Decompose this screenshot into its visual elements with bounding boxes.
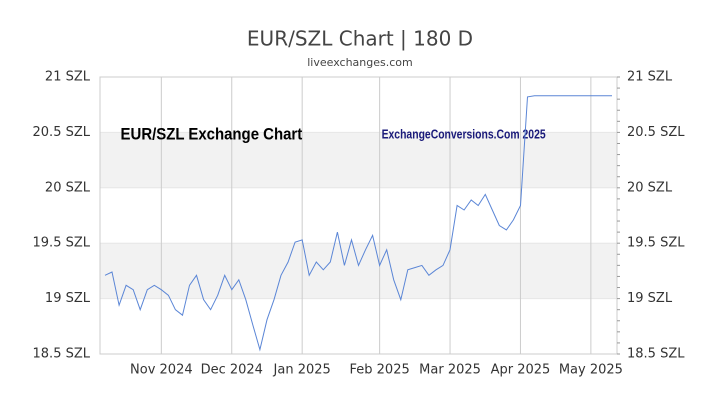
x-tick-label: Nov 2024	[130, 363, 193, 378]
y-tick-label: 18.5 SZL	[33, 347, 91, 362]
x-tick-label: Feb 2025	[350, 363, 410, 378]
annotation: ExchangeConversions.Com 2025	[382, 127, 546, 141]
grid-band	[100, 243, 617, 299]
x-tick-label: Dec 2024	[201, 363, 263, 378]
x-tick-label: May 2025	[559, 363, 623, 378]
y-tick-label: 19.5 SZL	[33, 236, 91, 251]
y-tick-label: 20 SZL	[45, 180, 91, 195]
chart-title: EUR/SZL Chart | 180 D	[247, 27, 473, 51]
y-tick-label: 21 SZL	[45, 70, 91, 85]
grid-band	[100, 132, 617, 188]
y-tick-label: 21 SZL	[627, 70, 673, 85]
x-tick-label: Apr 2025	[491, 363, 551, 378]
x-tick-label: Jan 2025	[273, 363, 331, 378]
plot-frame	[99, 76, 618, 355]
y-tick-label: 19 SZL	[45, 291, 91, 306]
y-tick-label: 20 SZL	[627, 180, 673, 195]
data-line	[104, 95, 612, 352]
y-tick-label: 19.5 SZL	[627, 236, 685, 251]
y-tick-label: 20.5 SZL	[33, 125, 91, 140]
x-tick-label: Mar 2025	[419, 363, 481, 378]
chart-subtitle: liveexchanges.com	[307, 56, 412, 69]
y-tick-label: 20.5 SZL	[627, 125, 685, 140]
y-tick-label: 18.5 SZL	[627, 347, 685, 362]
annotation: EUR/SZL Exchange Chart	[121, 126, 303, 144]
y-tick-label: 19 SZL	[627, 291, 673, 306]
